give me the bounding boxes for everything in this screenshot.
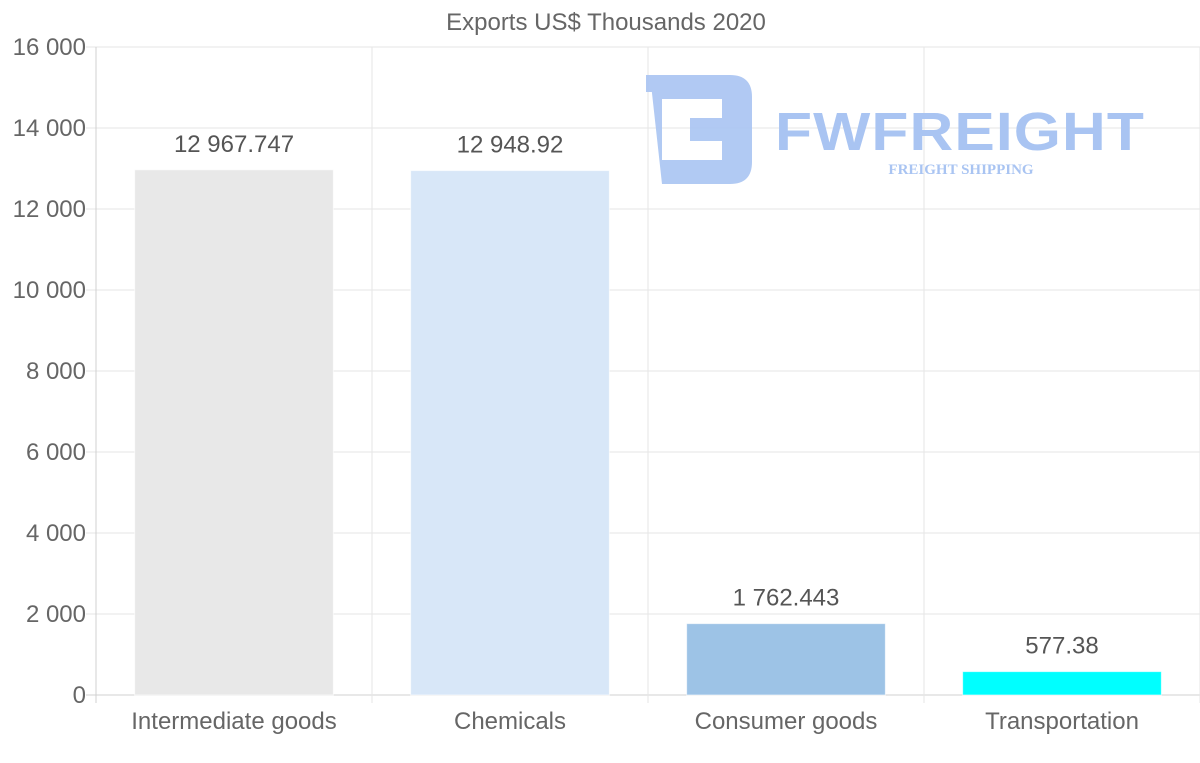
y-tick-label: 4 000 <box>26 520 86 547</box>
x-axis-categories: Intermediate goods Chemicals Consumer good… <box>131 708 1139 735</box>
x-category-label: Transportation <box>985 708 1139 735</box>
y-tick-label: 16 000 <box>13 34 86 61</box>
bar-value-label: 1 762.443 <box>733 585 840 612</box>
bar-value-label: 577.38 <box>1025 633 1098 660</box>
y-tick-label: 0 <box>73 682 86 709</box>
bars <box>134 169 1162 696</box>
bar-value-label: 12 967.747 <box>174 131 294 158</box>
value-labels: 12 967.747 12 948.92 1 762.443 577.38 <box>174 131 1099 660</box>
x-category-label: Consumer goods <box>695 708 878 735</box>
y-tick-label: 2 000 <box>26 601 86 628</box>
y-tick-label: 10 000 <box>13 277 86 304</box>
y-tick-label: 6 000 <box>26 439 86 466</box>
bar-chemicals[interactable] <box>410 170 610 696</box>
watermark-brand-text: FWFREIGHT <box>775 102 1145 162</box>
x-category-label: Chemicals <box>454 708 566 735</box>
y-tick-label: 14 000 <box>13 115 86 142</box>
y-tick-label: 8 000 <box>26 358 86 385</box>
bar-transportation[interactable] <box>962 671 1162 696</box>
y-tick-label: 12 000 <box>13 196 86 223</box>
chart-title: Exports US$ Thousands 2020 <box>446 9 766 36</box>
y-axis-ticks: 0 2 000 4 000 6 000 8 000 10 000 12 000 14 000 1… <box>13 34 86 709</box>
fwfreight-watermark: FWFREIGHT FREIGHT SHIPPING <box>646 75 1145 184</box>
fwfreight-logo-icon <box>646 75 752 184</box>
x-category-label: Intermediate goods <box>131 708 336 735</box>
watermark-tagline: FREIGHT SHIPPING <box>888 162 1033 178</box>
bar-consumer-goods[interactable] <box>686 623 886 696</box>
bar-value-label: 12 948.92 <box>457 132 564 159</box>
bar-intermediate-goods[interactable] <box>134 169 334 696</box>
